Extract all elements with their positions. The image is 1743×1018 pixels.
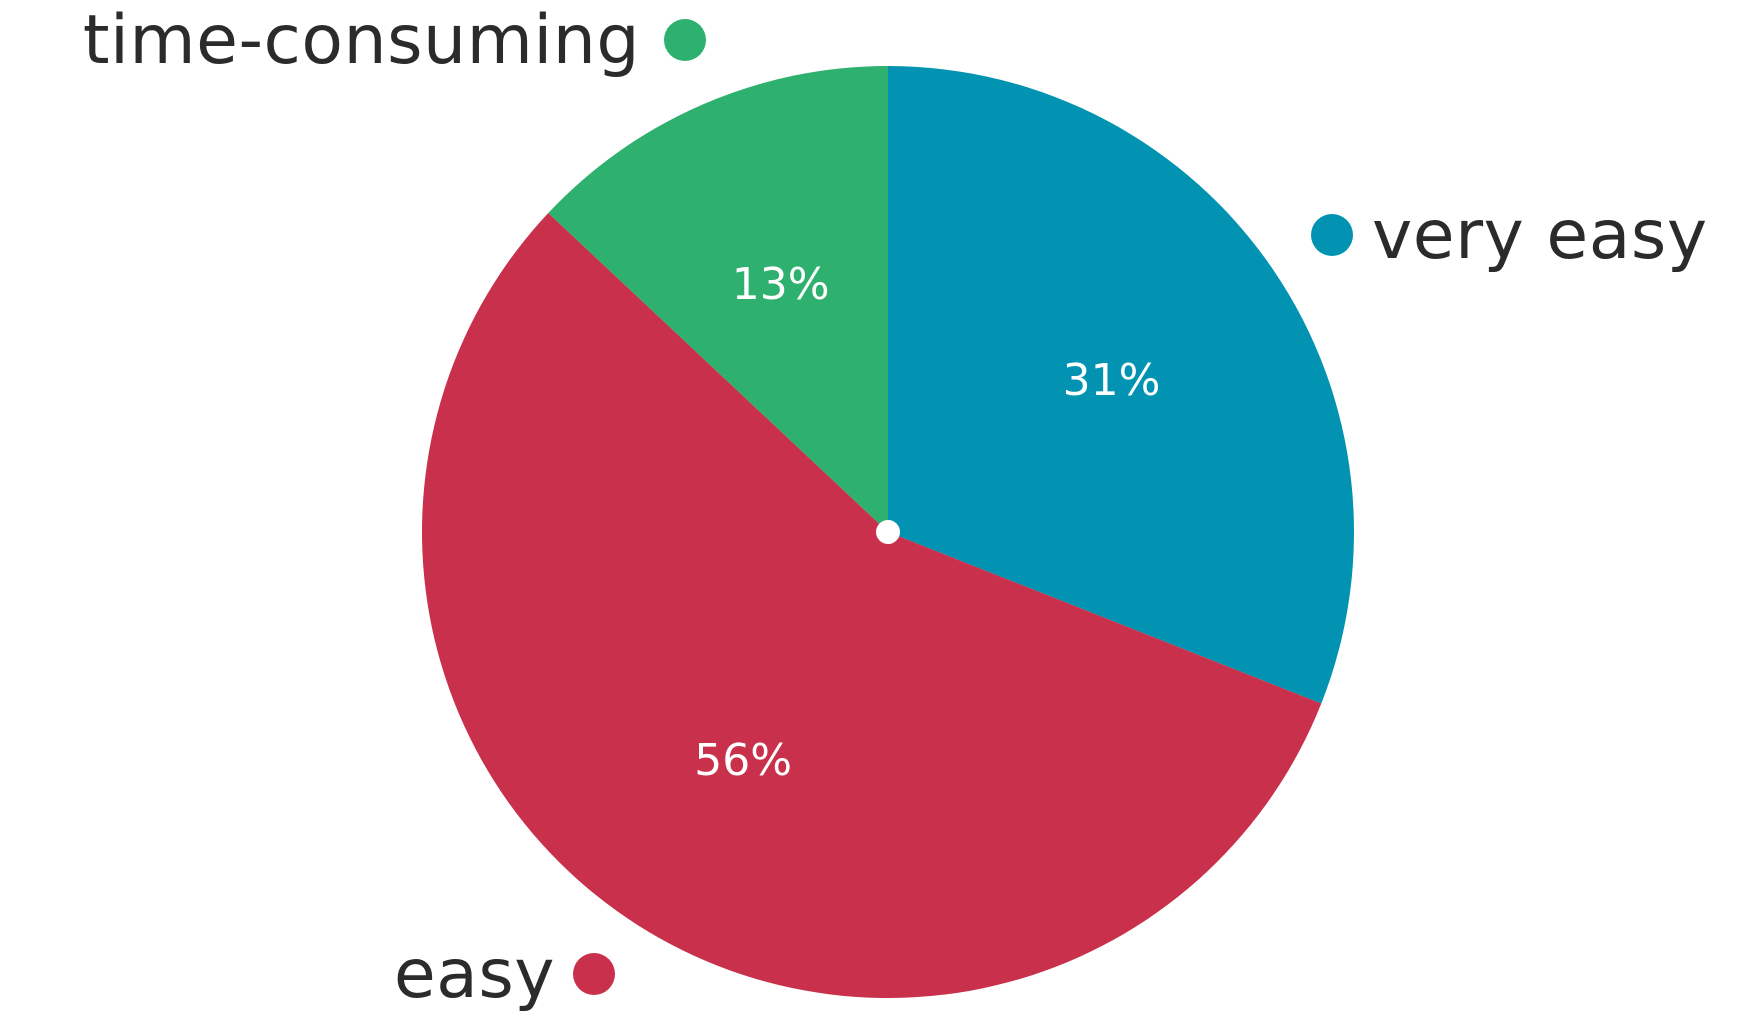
legend-label-time-consuming: time-consuming bbox=[83, 1, 640, 80]
pie-slices bbox=[422, 65, 1354, 998]
legend-dot-very-easy bbox=[1311, 214, 1353, 256]
legend-dot-easy bbox=[573, 953, 615, 995]
center-dot bbox=[876, 520, 900, 544]
percent-labels: 31% 56% 13% bbox=[694, 259, 1160, 786]
legend-easy: easy bbox=[394, 935, 615, 1014]
percent-label-easy: 56% bbox=[694, 735, 792, 786]
legend-dot-time-consuming bbox=[664, 19, 706, 61]
percent-label-very-easy: 31% bbox=[1063, 355, 1161, 406]
pie-slice-time-consuming bbox=[548, 65, 888, 532]
legend-time-consuming: time-consuming bbox=[83, 1, 706, 80]
legend-label-very-easy: very easy bbox=[1372, 196, 1708, 275]
legend-very-easy: very easy bbox=[1311, 196, 1708, 275]
pie-slice-very-easy bbox=[888, 66, 1354, 704]
legend-label-easy: easy bbox=[394, 935, 555, 1014]
percent-label-time-consuming: 13% bbox=[732, 259, 830, 310]
pie-slice-easy bbox=[422, 213, 1322, 998]
